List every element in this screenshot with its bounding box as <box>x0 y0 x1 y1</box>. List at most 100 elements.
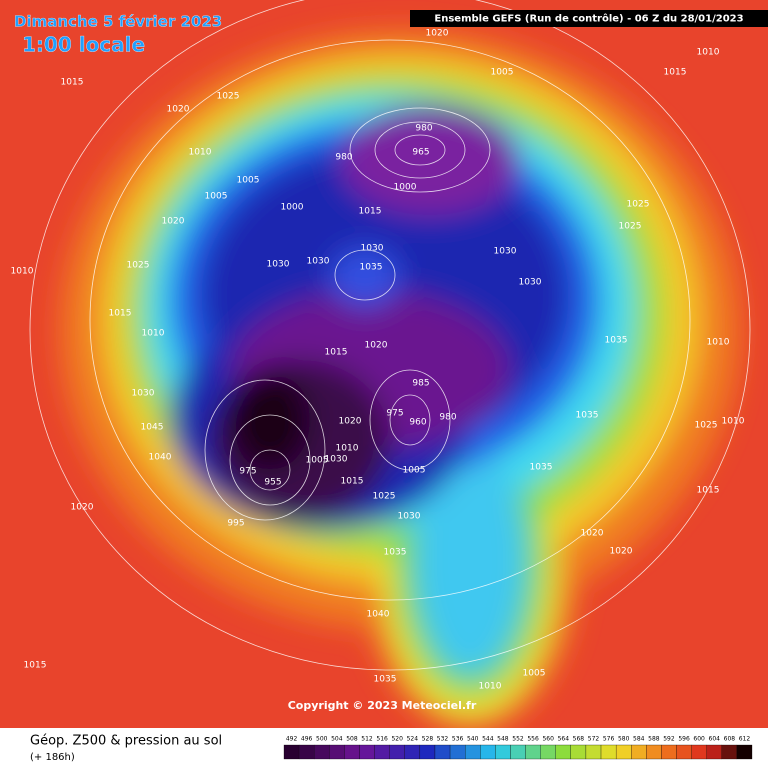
colorbar-tick-label: 592 <box>663 736 675 743</box>
isobar-label: 1030 <box>325 455 348 465</box>
footer: Géop. Z500 & pression au sol (+ 186h) 49… <box>30 734 753 763</box>
colorbar-swatch <box>510 744 526 760</box>
isobar-label: 1015 <box>325 348 348 358</box>
isobar-label: 980 <box>335 153 352 163</box>
colorbar-tick-label: 532 <box>437 736 449 743</box>
colorbar-tick-label: 544 <box>482 736 494 743</box>
map: Ensemble GEFS (Run de contrôle) - 06 Z d… <box>0 0 768 728</box>
isobar-label: 1010 <box>189 148 212 158</box>
colorbar-swatch <box>465 744 481 760</box>
isobar-label: 1015 <box>61 78 84 88</box>
isobar-label: 1005 <box>205 192 228 202</box>
isobar-label: 1010 <box>336 444 359 454</box>
isobar-label: 1015 <box>341 477 364 487</box>
isobar-label: 1020 <box>339 417 362 427</box>
isobar-label: 1005 <box>403 466 426 476</box>
colorbar-tick-label: 512 <box>361 736 373 743</box>
isobar-label: 1025 <box>619 222 642 232</box>
isobar-label: 1030 <box>361 244 384 254</box>
isobar-label: 1035 <box>374 675 397 685</box>
isobar-label: 975 <box>239 467 256 477</box>
colorbar-tick-label: 600 <box>693 736 705 743</box>
colorbar-tick-label: 540 <box>467 736 479 743</box>
colorbar-tick-label: 516 <box>376 736 388 743</box>
colorbar-swatch <box>344 744 360 760</box>
isobar-label: 1030 <box>132 389 155 399</box>
colorbar: 492 496 500 504 508 512 516 520 524 528 532 536 540 5… <box>283 736 753 760</box>
colorbar-swatch <box>495 744 511 760</box>
isobar-label: 1005 <box>523 669 546 679</box>
isobar-label: 1015 <box>359 207 382 217</box>
isobar-label: 1030 <box>267 260 290 270</box>
isobar-label: 1035 <box>360 263 383 273</box>
isobar-label: 1035 <box>605 336 628 346</box>
header-bar <box>410 10 768 27</box>
colorbar-tick-label: 520 <box>391 736 403 743</box>
colorbar-tick-label: 596 <box>678 736 690 743</box>
colorbar-tick-label: 612 <box>739 736 751 743</box>
colorbar-tick-label: 492 <box>286 736 298 743</box>
isobar-label: 1025 <box>627 200 650 210</box>
isobar-labels: 1015 1025 1020 1010 1005 1005 1000 1020 1025 1010… <box>11 29 745 692</box>
isobar-label: 980 <box>415 124 432 134</box>
isobar-label: 1025 <box>217 92 240 102</box>
colorbar-tick-label: 580 <box>618 736 630 743</box>
colorbar-tick-label: 536 <box>452 736 464 743</box>
isobar-label: 1035 <box>530 463 553 473</box>
model-run: Ensemble GEFS (Run de contrôle) - 06 Z d… <box>434 13 743 25</box>
isobar-label: 1010 <box>479 682 502 692</box>
local-time: 1:00 locale <box>22 33 145 57</box>
colorbar-tick-label: 528 <box>422 736 434 743</box>
isobar-label: 960 <box>409 418 426 428</box>
isobar-label: 965 <box>412 148 429 158</box>
colorbar-swatch <box>676 744 692 760</box>
isobar-label: 1040 <box>149 453 172 463</box>
colorbar-swatch <box>721 744 738 760</box>
colorbar-swatch <box>631 744 647 760</box>
colorbar-tick-label: 504 <box>331 736 343 743</box>
colorbar-tick-label: 500 <box>316 736 328 743</box>
isobar-label: 1020 <box>365 341 388 351</box>
isobar-label: 1025 <box>127 261 150 271</box>
colorbar-tick-label: 564 <box>558 736 570 743</box>
isobar-label: 1015 <box>697 486 720 496</box>
isobar-label: 1020 <box>426 29 449 39</box>
colorbar-swatch <box>736 744 753 760</box>
isobar-label: 1030 <box>398 512 421 522</box>
colorbar-swatch <box>374 744 390 760</box>
isobar-label: 1000 <box>394 183 417 193</box>
colorbar-swatch <box>706 744 722 760</box>
colorbar-tick-label: 584 <box>633 736 645 743</box>
colorbar-swatch <box>283 744 300 760</box>
colorbar-swatch <box>404 744 421 760</box>
colorbar-tick-label: 588 <box>648 736 660 743</box>
colorbar-tick-label: 496 <box>301 736 313 743</box>
colorbar-tick-label: 608 <box>724 736 736 743</box>
colorbar-swatch <box>449 744 466 760</box>
isobar-label: 1010 <box>697 48 720 58</box>
isobar-label: 1010 <box>722 417 745 427</box>
colorbar-tick-label: 572 <box>588 736 600 743</box>
colorbar-swatch <box>419 744 436 760</box>
isobar-label: 1030 <box>494 247 517 257</box>
isobar-label: 1030 <box>307 257 330 267</box>
isobar-label: 1010 <box>142 329 165 339</box>
isobar-label: 1000 <box>281 203 304 213</box>
isobar-label: 1020 <box>167 105 190 115</box>
colorbar-swatch <box>434 744 451 760</box>
colorbar-tick-label: 604 <box>709 736 721 743</box>
isobar-label: 1015 <box>664 68 687 78</box>
isobar-label: 1015 <box>24 661 47 671</box>
isobar-label: 1040 <box>367 610 390 620</box>
forecast-range: (+ 186h) <box>30 752 75 763</box>
date: Dimanche 5 février 2023 <box>14 13 222 31</box>
colorbar-swatch <box>615 744 632 760</box>
isobar-label: 1005 <box>237 176 260 186</box>
colorbar-swatch <box>691 744 707 760</box>
colorbar-swatch <box>555 744 571 760</box>
isobar-label: 1035 <box>384 548 407 558</box>
colorbar-swatch <box>298 744 315 760</box>
colorbar-swatch <box>570 744 587 760</box>
isobar-label: 1025 <box>373 492 396 502</box>
